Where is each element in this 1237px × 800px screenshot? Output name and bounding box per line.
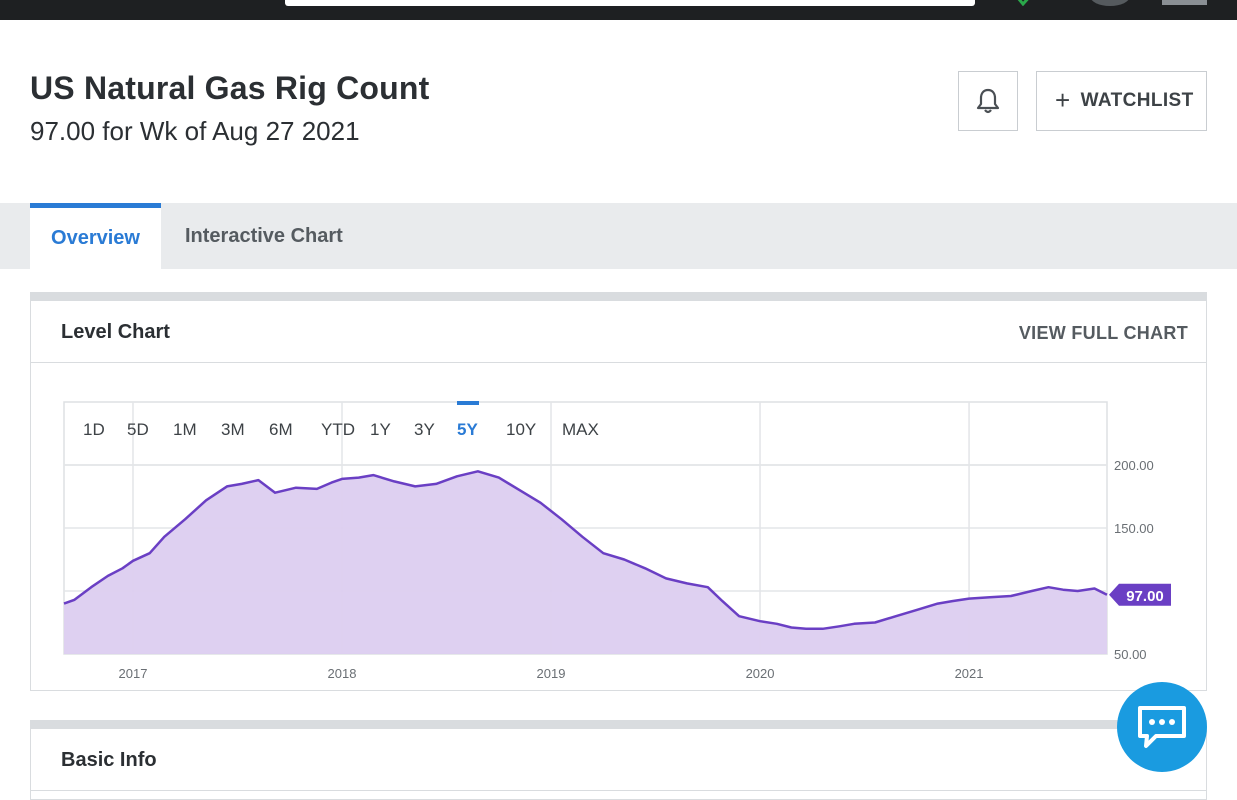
x-tick-label: 2019 bbox=[537, 666, 566, 681]
search-input[interactable] bbox=[285, 0, 975, 6]
range-button-1y[interactable]: 1Y bbox=[370, 420, 391, 439]
view-full-chart-link[interactable]: VIEW FULL CHART bbox=[1018, 323, 1188, 343]
y-tick-label: 200.00 bbox=[1114, 458, 1154, 473]
plus-icon: + bbox=[1055, 84, 1071, 115]
chat-icon bbox=[1138, 706, 1186, 748]
chat-button[interactable] bbox=[1117, 682, 1207, 772]
active-range-indicator bbox=[457, 401, 479, 405]
range-button-1d[interactable]: 1D bbox=[83, 420, 105, 439]
series-line bbox=[63, 470, 1108, 631]
level-chart-title: Level Chart bbox=[61, 321, 170, 343]
x-tick-label: 2020 bbox=[746, 666, 775, 681]
range-button-5d[interactable]: 5D bbox=[127, 420, 149, 439]
card-divider bbox=[31, 362, 1206, 363]
add-watchlist-button[interactable]: + WATCHLIST bbox=[1036, 71, 1207, 131]
page-subtitle: 97.00 for Wk of Aug 27 2021 bbox=[30, 116, 360, 146]
latest-value-label: 97.00 bbox=[1126, 588, 1164, 605]
range-button-10y[interactable]: 10Y bbox=[506, 420, 536, 439]
tab-interactive-chart[interactable]: Interactive Chart bbox=[185, 224, 343, 247]
range-button-max[interactable]: MAX bbox=[562, 420, 599, 439]
range-button-ytd[interactable]: YTD bbox=[321, 420, 355, 439]
tab-bar: Overview Interactive Chart bbox=[0, 203, 1237, 269]
range-button-1m[interactable]: 1M bbox=[173, 420, 197, 439]
avatar[interactable] bbox=[1090, 0, 1130, 6]
watchlist-label: WATCHLIST bbox=[1080, 90, 1194, 111]
range-button-6m[interactable]: 6M bbox=[269, 420, 293, 439]
check-icon[interactable] bbox=[1016, 0, 1034, 6]
top-nav-bar bbox=[0, 0, 1237, 20]
bell-icon bbox=[976, 88, 1000, 114]
range-button-5y[interactable]: 5Y bbox=[457, 420, 478, 439]
range-button-3m[interactable]: 3M bbox=[221, 420, 245, 439]
y-tick-label: 150.00 bbox=[1114, 521, 1154, 536]
y-tick-label: 50.00 bbox=[1114, 647, 1147, 662]
x-tick-label: 2021 bbox=[955, 666, 984, 681]
basic-info-title: Basic Info bbox=[61, 749, 157, 771]
x-tick-label: 2018 bbox=[328, 666, 357, 681]
range-button-3y[interactable]: 3Y bbox=[414, 420, 435, 439]
latest-value-tag bbox=[1109, 583, 1171, 606]
basic-info-card: Basic Info bbox=[30, 720, 1207, 800]
level-chart: 200.00150.00100.0050.0020172018201920202… bbox=[63, 401, 1171, 681]
tab-overview[interactable]: Overview bbox=[30, 203, 161, 269]
series-area bbox=[64, 471, 1107, 654]
x-tick-label: 2017 bbox=[119, 666, 148, 681]
page-title: US Natural Gas Rig Count bbox=[30, 70, 430, 106]
menu-icon[interactable] bbox=[1162, 0, 1207, 5]
card-divider bbox=[31, 790, 1206, 791]
level-chart-card: Level Chart VIEW FULL CHART 200.00 150.00… bbox=[30, 292, 1207, 691]
alert-button[interactable] bbox=[958, 71, 1018, 131]
